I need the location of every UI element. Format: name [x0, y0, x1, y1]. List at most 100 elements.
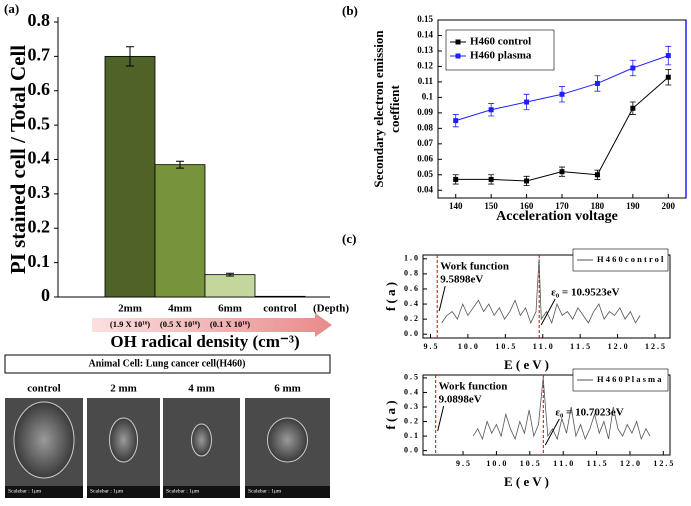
point — [453, 118, 459, 124]
point — [453, 176, 459, 182]
x-tick-label: 4mm — [168, 303, 192, 315]
scalebar-label: Scalebar : 1μm — [90, 488, 124, 494]
error-bar — [226, 272, 234, 277]
annotation-arrow — [437, 405, 445, 432]
y-tick-label: 0.8 — [28, 10, 51, 30]
y-axis-label: f ( a ) — [383, 400, 398, 429]
error-bar — [126, 46, 134, 67]
annotation: Work function — [440, 261, 509, 273]
y-tick-label: 1 . 0 — [404, 254, 418, 263]
point — [488, 176, 494, 182]
y-tick-label: 0.05 — [417, 169, 433, 179]
image-label: 2 mm — [110, 383, 137, 395]
x-tick-label: 160 — [520, 201, 534, 211]
scalebar-strip — [5, 486, 83, 498]
annotation: Work function — [439, 381, 508, 393]
legend-box — [572, 368, 669, 392]
annotation-arrow — [438, 285, 446, 312]
image-label: control — [27, 383, 60, 395]
x-tick-label: 9 . 5 — [456, 459, 470, 468]
y-tick-label: 0 . 4 — [404, 387, 418, 396]
point — [524, 178, 530, 184]
error-bar — [176, 160, 184, 169]
y-tick-label: 0.6 — [28, 79, 51, 99]
annotation-value: 9.0898eV — [439, 394, 482, 406]
y-tick-label: 0 — [41, 285, 50, 305]
annotation-value: ε₀ = 10.7023eV — [555, 407, 623, 419]
cell — [13, 401, 75, 479]
x-tick-label: 1 0 . 5 — [495, 342, 515, 351]
legend-label: H460 control — [470, 36, 531, 48]
cell — [109, 417, 138, 463]
axis-note: (Depth) — [313, 303, 349, 315]
point — [665, 53, 671, 59]
legend-label: H 4 6 0 P l a s m a — [597, 374, 662, 384]
scalebar-strip — [163, 486, 240, 498]
x-axis-label: E ( e V ) — [504, 474, 549, 489]
x-tick-label: 1 0 . 0 — [458, 342, 478, 351]
x-tick-label: control — [263, 303, 296, 315]
x-axis-label: Acceleration voltage — [496, 209, 618, 224]
x-tick-label: 1 2 . 0 — [608, 342, 628, 351]
y-tick-label: 0 . 2 — [404, 416, 418, 425]
image-label: 6 mm — [274, 383, 301, 395]
y-tick-label: 0.04 — [417, 184, 433, 194]
y-tick-label: 0 . 6 — [404, 284, 418, 293]
x-tick-label: 1 2 . 5 — [645, 342, 665, 351]
x-tick-label: 2mm — [118, 303, 142, 315]
x-tick-label: 6mm — [218, 303, 242, 315]
plot-frame — [422, 254, 671, 339]
x-tick-label: 1 1 . 5 — [570, 342, 590, 351]
y-tick-label: 0.13 — [417, 45, 433, 55]
bar — [254, 295, 306, 298]
x-tick-label: 1 1 . 0 — [533, 342, 553, 351]
x-tick-label: 9 . 5 — [423, 342, 437, 351]
cell — [191, 423, 212, 457]
x-axis-label: E ( e V ) — [504, 357, 549, 372]
y-tick-label: 0.14 — [417, 30, 433, 40]
y-tick-label: 0 . 0 — [404, 329, 418, 338]
x-tick-label: 180 — [591, 201, 605, 211]
y-tick-label: 0.4 — [28, 148, 51, 168]
panel-label: (a) — [4, 1, 19, 16]
y-tick-label: 0 . 3 — [404, 402, 418, 411]
y-tick-label: 0.07 — [417, 138, 433, 148]
scalebar-label: Scalebar : 1μm — [248, 488, 282, 494]
bar — [104, 55, 156, 298]
panel-label: (c) — [342, 231, 356, 246]
image-title: Animal Cell: Lung cancer cell(H460) — [88, 358, 245, 369]
y-tick-label: 0.5 — [28, 113, 51, 133]
scalebar-label: Scalebar : 1μm — [8, 488, 42, 494]
x-tick-label: 150 — [484, 201, 498, 211]
legend-marker — [455, 53, 461, 59]
bar — [204, 274, 256, 298]
y-axis-label: Secondary electron emission — [371, 30, 386, 188]
point — [630, 65, 636, 71]
y-tick-label: 0 . 5 — [404, 373, 418, 382]
annotation-arrow — [544, 418, 560, 446]
density-label: (0.5 X 10¹⁶) — [160, 319, 200, 329]
scalebar-strip — [87, 486, 160, 498]
annotation-value: 9.5898eV — [440, 274, 483, 286]
y-tick-label: 0.09 — [417, 107, 433, 117]
x-tick-label: 1 1 . 5 — [587, 459, 607, 468]
y-tick-label: 0.7 — [28, 45, 51, 65]
y-axis-label: PI stained cell / Total Cell — [6, 45, 30, 274]
y-tick-label: 0 . 4 — [404, 299, 418, 308]
annotation-value: ε₀ = 10.9523eV — [551, 287, 619, 299]
series-line — [472, 377, 651, 441]
legend-label: H 4 6 0 c o n t r o l — [597, 254, 664, 264]
y-tick-label: 0.1 — [422, 91, 434, 101]
y-tick-label: 0.08 — [417, 122, 433, 132]
cell — [267, 417, 308, 463]
y-tick-label: 0 . 2 — [404, 314, 418, 323]
x-tick-label: 1 2 . 5 — [653, 459, 673, 468]
panel-label: (b) — [342, 3, 358, 18]
legend-box — [572, 248, 669, 272]
point — [594, 80, 600, 86]
x-tick-label: 1 1 . 0 — [553, 459, 573, 468]
y-tick-label: 0.3 — [28, 182, 51, 202]
point — [524, 99, 530, 105]
density-label: (0.1 X 10¹⁶) — [210, 319, 250, 329]
y-tick-label: 0.11 — [418, 76, 434, 86]
